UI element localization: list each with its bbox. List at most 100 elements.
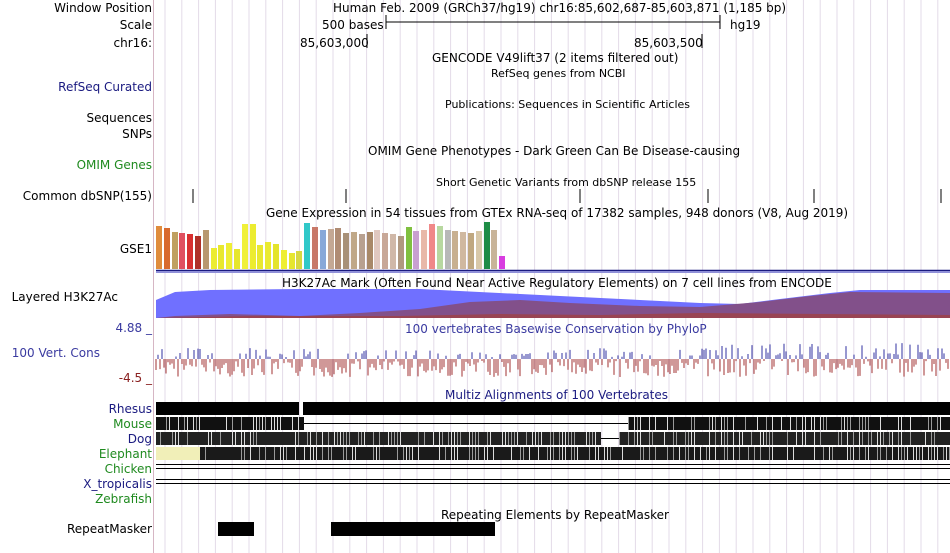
gtex-tissue-bar[interactable] bbox=[335, 228, 342, 269]
gtex-tissue-bar[interactable] bbox=[218, 245, 225, 269]
gtex-tissue-bar[interactable] bbox=[234, 249, 240, 269]
mismatch bbox=[250, 432, 251, 445]
mismatch bbox=[934, 432, 935, 445]
mismatch bbox=[937, 447, 938, 460]
species-xtropicalis[interactable]: X_tropicalis bbox=[83, 477, 152, 491]
publications-track-title[interactable]: Publications: Sequences in Scientific Ar… bbox=[445, 98, 690, 111]
gtex-tissue-bar[interactable] bbox=[312, 227, 318, 269]
gtex-tissue-bar[interactable] bbox=[436, 226, 443, 269]
species-dog[interactable]: Dog bbox=[127, 432, 152, 446]
species-chicken[interactable]: Chicken bbox=[104, 462, 152, 476]
mismatch bbox=[280, 417, 281, 430]
mismatch bbox=[478, 432, 479, 445]
mismatch bbox=[241, 447, 242, 460]
repeatmasker-track-label[interactable]: RepeatMasker bbox=[66, 522, 152, 536]
gtex-tissue-bar[interactable] bbox=[499, 256, 506, 269]
gtex-tissue-bar[interactable] bbox=[179, 233, 186, 269]
mismatch bbox=[598, 447, 599, 460]
gtex-tissue-bar[interactable] bbox=[366, 232, 373, 269]
mismatch bbox=[244, 432, 245, 445]
gtex-tissue-bar[interactable] bbox=[288, 253, 295, 269]
dbsnp-track-label[interactable]: Common dbSNP(155) bbox=[22, 189, 152, 203]
refseq-track-title[interactable]: RefSeq genes from NCBI bbox=[491, 67, 626, 80]
mismatch bbox=[559, 447, 560, 460]
mismatch bbox=[709, 447, 710, 460]
gtex-tissue-bar[interactable] bbox=[319, 230, 326, 269]
gtex-tissue-bar[interactable] bbox=[405, 227, 412, 269]
conservation-track-title[interactable]: 100 vertebrates Basewise Conservation by… bbox=[405, 322, 707, 336]
snps-track-label[interactable]: SNPs bbox=[122, 127, 152, 141]
gtex-tissue-bar[interactable] bbox=[163, 228, 170, 269]
gtex-tissue-bar[interactable] bbox=[452, 231, 459, 269]
gtex-tissue-bar[interactable] bbox=[304, 223, 311, 269]
mismatch bbox=[562, 432, 563, 445]
mismatch bbox=[652, 432, 653, 445]
gtex-tissue-bar[interactable] bbox=[226, 243, 233, 269]
mismatch bbox=[478, 447, 479, 460]
gtex-tissue-bar[interactable] bbox=[210, 248, 217, 269]
gtex-tissue-bar[interactable] bbox=[257, 245, 264, 269]
gtex-tissue-bar[interactable] bbox=[241, 224, 248, 269]
mismatch bbox=[685, 432, 686, 445]
mismatch bbox=[451, 447, 452, 460]
mismatch bbox=[742, 432, 743, 445]
gtex-tissue-bar[interactable] bbox=[187, 234, 194, 269]
gtex-tissue-bar[interactable] bbox=[483, 222, 490, 269]
gtex-tissue-bar[interactable] bbox=[195, 236, 201, 269]
gtex-tissue-bar[interactable] bbox=[491, 230, 498, 269]
gtex-tissue-bar[interactable] bbox=[390, 234, 396, 269]
mismatch bbox=[877, 432, 878, 445]
repeatmasker-track-title[interactable]: Repeating Elements by RepeatMasker bbox=[441, 508, 669, 522]
species-zebrafish[interactable]: Zebrafish bbox=[95, 492, 152, 506]
gtex-tissue-bar[interactable] bbox=[460, 232, 467, 269]
gtex-tissue-bar[interactable] bbox=[351, 232, 357, 269]
gtex-tissue-bar[interactable] bbox=[397, 236, 404, 269]
species-elephant[interactable]: Elephant bbox=[98, 447, 152, 461]
gtex-tissue-bar[interactable] bbox=[475, 231, 482, 269]
gtex-track-label[interactable]: GSE1 bbox=[119, 242, 152, 256]
h3k27ac-track-label[interactable]: Layered H3K27Ac bbox=[11, 290, 118, 304]
omim-track-label[interactable]: OMIM Genes bbox=[76, 158, 152, 172]
mismatch bbox=[769, 447, 770, 460]
gtex-tissue-bar[interactable] bbox=[327, 229, 334, 269]
mismatch bbox=[859, 432, 860, 445]
dbsnp-track-title[interactable]: Short Genetic Variants from dbSNP releas… bbox=[436, 176, 697, 189]
gtex-tissue-bar[interactable] bbox=[421, 230, 428, 269]
gtex-tissue-bar[interactable] bbox=[156, 226, 162, 269]
gtex-track-title[interactable]: Gene Expression in 54 tissues from GTEx … bbox=[266, 206, 849, 220]
gtex-tissue-bar[interactable] bbox=[280, 250, 287, 269]
gtex-tissue-bar[interactable] bbox=[358, 234, 365, 269]
species-rhesus[interactable]: Rhesus bbox=[108, 402, 152, 416]
mismatch bbox=[727, 447, 728, 460]
gtex-tissue-bar[interactable] bbox=[444, 230, 451, 269]
gtex-tissue-bar[interactable] bbox=[468, 233, 474, 269]
gencode-track-title[interactable]: GENCODE V49lift37 (2 items filtered out) bbox=[432, 51, 679, 65]
gtex-tissue-bar[interactable] bbox=[343, 233, 350, 269]
gtex-tissue-bar[interactable] bbox=[249, 224, 256, 269]
mismatch bbox=[868, 447, 869, 460]
gtex-tissue-bar[interactable] bbox=[273, 244, 279, 269]
mismatch bbox=[394, 432, 395, 445]
h3k27ac-track-title[interactable]: H3K27Ac Mark (Often Found Near Active Re… bbox=[282, 276, 832, 290]
gtex-tissue-bar[interactable] bbox=[429, 224, 435, 269]
mismatch bbox=[643, 447, 644, 460]
conservation-track-label[interactable]: 100 Vert. Cons bbox=[11, 346, 100, 360]
gtex-tissue-bar[interactable] bbox=[296, 251, 303, 269]
gtex-tissue-bar[interactable] bbox=[382, 233, 389, 269]
refseq-track-label[interactable]: RefSeq Curated bbox=[58, 80, 152, 94]
mismatch bbox=[304, 447, 305, 460]
gtex-tissue-bar[interactable] bbox=[171, 232, 178, 269]
gtex-tissue-bar[interactable] bbox=[413, 231, 420, 269]
mismatch bbox=[796, 417, 797, 430]
omim-track-title[interactable]: OMIM Gene Phenotypes - Dark Green Can Be… bbox=[368, 144, 741, 158]
mismatch bbox=[451, 432, 452, 445]
sequences-track-label[interactable]: Sequences bbox=[86, 111, 152, 125]
mismatch bbox=[391, 432, 392, 445]
mismatch bbox=[328, 447, 329, 460]
multiz-track-title[interactable]: Multiz Alignments of 100 Vertebrates bbox=[445, 388, 669, 402]
gtex-tissue-bar[interactable] bbox=[202, 230, 209, 269]
gtex-tissue-bar[interactable] bbox=[265, 242, 272, 269]
gtex-tissue-bar[interactable] bbox=[374, 230, 381, 269]
species-mouse[interactable]: Mouse bbox=[113, 417, 152, 431]
